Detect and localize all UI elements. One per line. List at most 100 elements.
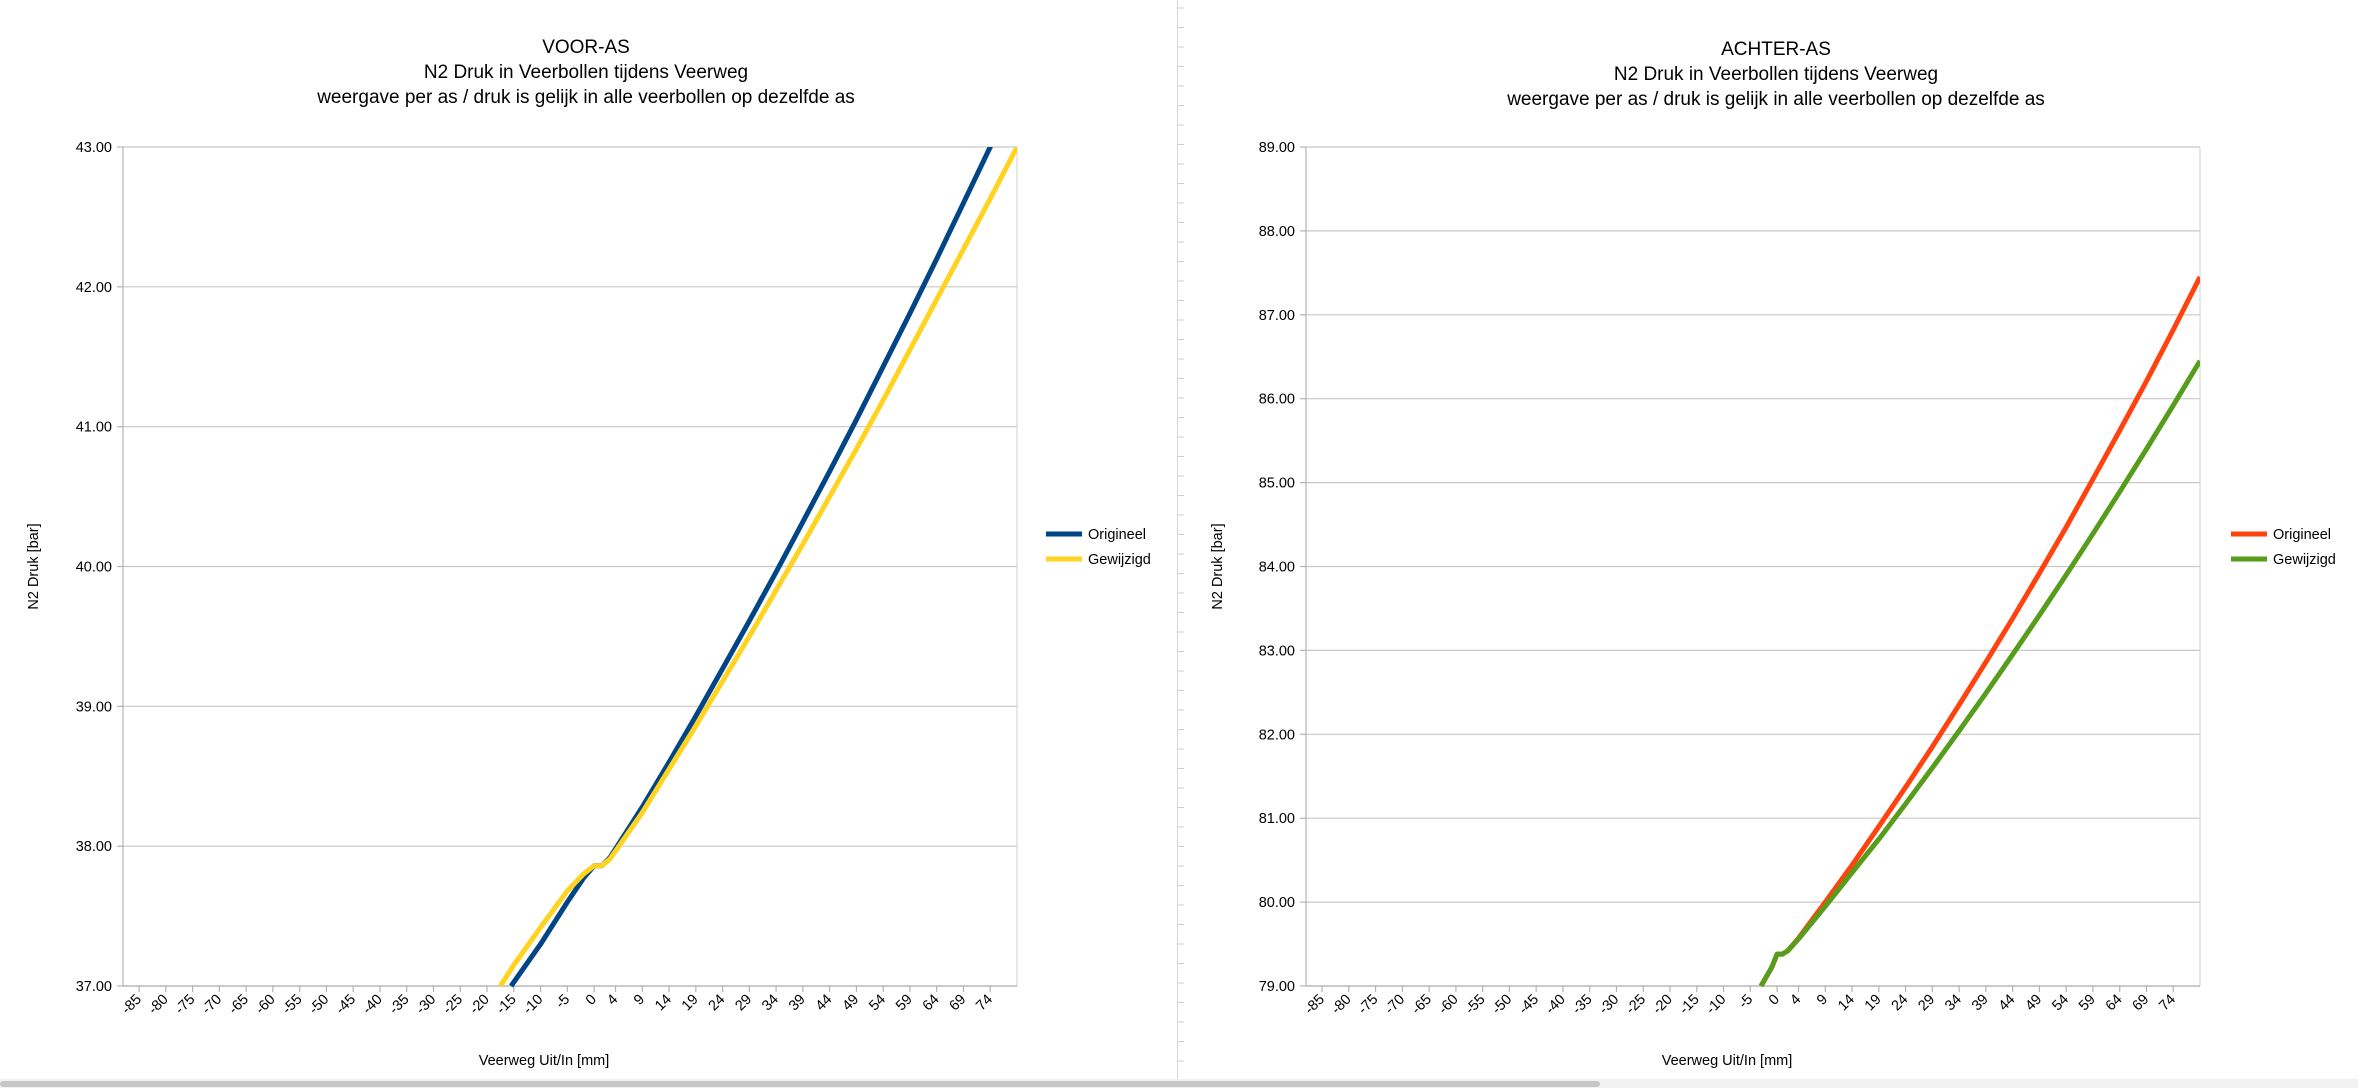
- chart2-title-line-3: weergave per as / druk is gelijk in alle…: [1506, 89, 2045, 110]
- chart1-y-tick-label: 40.00: [76, 560, 112, 576]
- chart1-x-axis-title: Veerweg Uit/In [mm]: [479, 1053, 610, 1069]
- chart2-title-line-1: ACHTER-AS: [1721, 39, 1831, 60]
- chart2-y-axis-title: N2 Druk [bar]: [1210, 523, 1226, 609]
- chart2-x-tick-label: 24: [1889, 992, 1912, 1015]
- chart1-x-tick-label: 24: [706, 992, 729, 1015]
- chart2-y-tick-label: 82.00: [1259, 727, 1295, 743]
- chart1-y-axis-title: N2 Druk [bar]: [26, 523, 42, 609]
- chart2-x-tick-label: -15: [1676, 992, 1702, 1018]
- chart1-x-tick-label: -35: [386, 992, 412, 1018]
- chart2-series-origineel-line: [1758, 275, 2200, 988]
- chart1-x-tick-label: -25: [440, 992, 466, 1018]
- chart2-x-tick-label: -35: [1569, 992, 1595, 1018]
- chart2-x-tick-label: 44: [1996, 992, 2019, 1015]
- chart2-x-tick-label: 14: [1835, 992, 1858, 1015]
- horizontal-scrollbar-thumb[interactable]: [0, 1081, 1600, 1087]
- chart1-y-tick-label: 42.00: [76, 280, 112, 296]
- chart2-x-tick-label: 54: [2049, 992, 2072, 1015]
- chart1-y-tick-label: 39.00: [76, 699, 112, 715]
- chart2-x-tick-label: 9: [1814, 992, 1831, 1009]
- chart1-x-tick-label: 64: [920, 992, 943, 1015]
- chart1-x-tick-label: -65: [226, 992, 252, 1018]
- chart1-x-tick-label: 19: [679, 992, 702, 1015]
- chart1-y-tick-label: 37.00: [76, 979, 112, 995]
- chart2-x-tick-label: -60: [1436, 992, 1462, 1018]
- chart1-x-tick-label: 49: [840, 992, 863, 1015]
- chart1-x-tick-label: -80: [146, 992, 172, 1018]
- chart2-title-line-2: N2 Druk in Veerbollen tijdens Veerweg: [1614, 64, 1938, 85]
- chart2-x-tick-label: -80: [1329, 992, 1355, 1018]
- chart1-title-line-3: weergave per as / druk is gelijk in alle…: [316, 87, 855, 108]
- chart1-x-tick-label: 54: [866, 992, 889, 1015]
- chart1-x-tick-label: -60: [253, 992, 279, 1018]
- chart2-x-tick-label: -45: [1516, 992, 1542, 1018]
- chart2-x-tick-label: -85: [1302, 992, 1328, 1018]
- chart2-y-tick-label: 79.00: [1259, 979, 1295, 995]
- chart1-x-tick-label: -75: [172, 992, 198, 1018]
- chart2-x-tick-label: -75: [1355, 992, 1381, 1018]
- chart1-x-tick-label: 0: [583, 992, 600, 1009]
- chart1-x-tick-label: 69: [947, 992, 970, 1015]
- chart1-x-tick-label: -40: [360, 992, 386, 1018]
- chart1-x-tick-label: -50: [306, 992, 332, 1018]
- chart2-x-tick-label: 69: [2130, 992, 2153, 1015]
- chart1-x-tick-label: 4: [604, 992, 621, 1009]
- page-divider-ruler: [1178, 7, 1184, 1081]
- chart1-x-tick-label: -85: [119, 992, 145, 1018]
- chart2-legend-label-gewijzigd: Gewijzigd: [2273, 552, 2336, 568]
- chart2-x-tick-label: 29: [1915, 992, 1938, 1015]
- chart2-x-tick-label: -50: [1489, 992, 1515, 1018]
- chart1-x-tick-label: 74: [973, 992, 996, 1015]
- chart2-y-tick-label: 84.00: [1259, 560, 1295, 576]
- chart2-x-tick-label: 4: [1787, 992, 1804, 1009]
- page-divider: [1177, 0, 1178, 1088]
- chart2-x-tick-label: 49: [2023, 992, 2046, 1015]
- chart2-x-tick-label: -5: [1736, 992, 1756, 1012]
- chart2-x-tick-label: -20: [1650, 992, 1676, 1018]
- chart2-y-tick-label: 88.00: [1259, 224, 1295, 240]
- chart2-x-tick-label: 64: [2103, 992, 2126, 1015]
- chart2-y-tick-label: 87.00: [1259, 308, 1295, 324]
- chart1-x-tick-label: 39: [786, 992, 809, 1015]
- chart2-y-tick-label: 89.00: [1259, 140, 1295, 156]
- chart2-legend-label-origineel: Origineel: [2273, 527, 2331, 543]
- chart1-y-tick-label: 38.00: [76, 839, 112, 855]
- chart1-x-tick-label: -55: [279, 992, 305, 1018]
- chart2-x-tick-label: -40: [1543, 992, 1569, 1018]
- chart1-x-tick-label: 9: [631, 992, 648, 1009]
- chart2-x-tick-label: 0: [1766, 992, 1783, 1009]
- chart2-y-tick-label: 81.00: [1259, 811, 1295, 827]
- chart2-x-tick-label: 34: [1942, 992, 1965, 1015]
- chart1-legend-label-origineel: Origineel: [1088, 527, 1146, 543]
- chart1-x-tick-label: 14: [652, 992, 675, 1015]
- chart1-title-line-2: N2 Druk in Veerbollen tijdens Veerweg: [424, 62, 748, 83]
- chart2-y-tick-label: 80.00: [1259, 895, 1295, 911]
- chart2-y-tick-label: 85.00: [1259, 476, 1295, 492]
- chart1-x-tick-label: 44: [813, 992, 836, 1015]
- chart1-x-tick-label: -10: [520, 992, 546, 1018]
- chart1-x-tick-label: -5: [553, 992, 573, 1012]
- chart2-y-tick-label: 83.00: [1259, 643, 1295, 659]
- chart2-y-tick-label: 86.00: [1259, 392, 1295, 408]
- chart1-x-tick-label: 29: [732, 992, 755, 1015]
- chart1-x-tick-label: 34: [759, 992, 782, 1015]
- chart2-x-tick-label: -30: [1596, 992, 1622, 1018]
- chart1-x-tick-label: -20: [467, 992, 493, 1018]
- chart1-x-tick-label: -45: [333, 992, 359, 1018]
- chart1-legend-label-gewijzigd: Gewijzigd: [1088, 552, 1151, 568]
- chart2-x-tick-label: -70: [1382, 992, 1408, 1018]
- chart2-x-tick-label: 39: [1969, 992, 1992, 1015]
- chart2-x-tick-label: -55: [1462, 992, 1488, 1018]
- chart1-x-tick-label: -30: [413, 992, 439, 1018]
- chart2-x-tick-label: 19: [1862, 992, 1885, 1015]
- chart1-title-line-1: VOOR-AS: [542, 37, 630, 58]
- chart1-x-tick-label: 59: [893, 992, 916, 1015]
- chart2-series-gewijzigd-line: [1758, 359, 2200, 988]
- chart1-y-tick-label: 43.00: [76, 140, 112, 156]
- chart1-y-tick-label: 41.00: [76, 420, 112, 436]
- chart2-x-tick-label: 59: [2076, 992, 2099, 1015]
- chart2-x-tick-label: -65: [1409, 992, 1435, 1018]
- chart2-x-tick-label: -25: [1623, 992, 1649, 1018]
- chart2-x-tick-label: 74: [2156, 992, 2179, 1015]
